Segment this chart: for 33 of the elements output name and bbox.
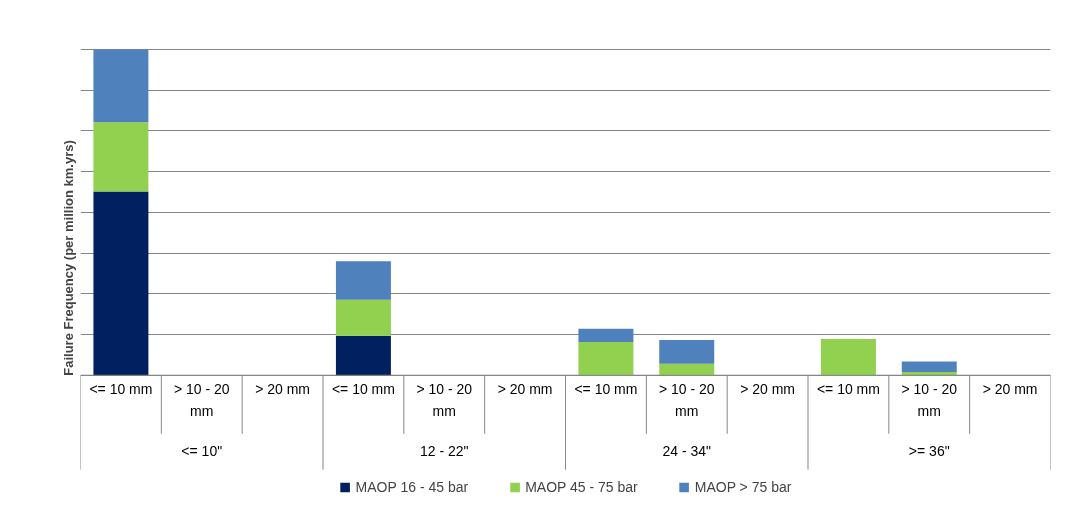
text: 12 - 22" xyxy=(419,442,469,459)
x-tick-label: > 10 - 20 mm xyxy=(416,380,473,420)
bar xyxy=(335,299,391,336)
bar xyxy=(901,361,957,372)
x-tick-label: <= 10 mm xyxy=(574,380,638,397)
legend-label: MAOP 45 - 75 bar xyxy=(525,479,638,495)
x-tick-label: > 10 - 20 mm xyxy=(901,380,958,420)
x-tick-label: > 20 mm xyxy=(497,380,553,397)
text: 24 - 34" xyxy=(662,442,712,459)
bar xyxy=(93,49,149,123)
bar xyxy=(335,335,391,376)
x-tick-label: > 10 - 20 mm xyxy=(173,380,230,420)
bar xyxy=(335,261,391,300)
x-tick-label: > 10 - 20 mm xyxy=(658,380,715,420)
bar xyxy=(578,328,634,343)
legend-label: MAOP 16 - 45 bar xyxy=(355,479,469,495)
bar xyxy=(93,122,149,192)
bar xyxy=(901,371,957,376)
y-axis-title: Failure Frequency (per million km.yrs) xyxy=(60,140,76,376)
bar xyxy=(93,191,149,376)
text: <= 10" xyxy=(181,442,223,459)
bar xyxy=(659,363,715,376)
x-tick-label: <= 10 mm xyxy=(89,380,153,397)
x-tick-label: > 20 mm xyxy=(255,380,311,397)
bar xyxy=(578,342,634,376)
bar xyxy=(820,339,876,376)
x-tick-label: <= 10 mm xyxy=(816,380,880,397)
x-tick-label: > 20 mm xyxy=(740,380,796,397)
text: >= 36" xyxy=(908,442,950,459)
x-tick-label: > 20 mm xyxy=(982,380,1038,397)
x-tick-label: <= 10 mm xyxy=(331,380,395,397)
bar xyxy=(659,340,715,364)
legend-label: MAOP > 75 bar xyxy=(694,479,792,495)
